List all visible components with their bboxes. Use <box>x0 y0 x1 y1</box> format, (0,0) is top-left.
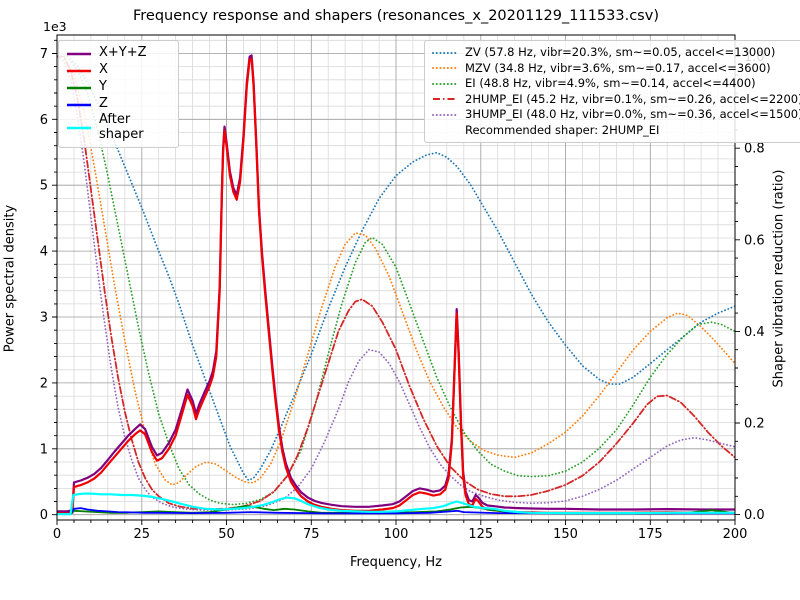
legend-item: MZV (34.8 Hz, vibr=3.6%, sm~=0.17, accel… <box>432 61 800 77</box>
y-right-tick-label: 0.6 <box>744 233 765 248</box>
legend-line-swatch <box>432 67 458 70</box>
legend-label: EI (48.8 Hz, vibr=4.9%, sm~=0.14, accel<… <box>465 76 756 91</box>
legend-item: EI (48.8 Hz, vibr=4.9%, sm~=0.14, accel<… <box>432 76 800 92</box>
legend-swatch <box>66 49 92 59</box>
y-left-tick-label: 4 <box>40 245 48 260</box>
x-tick-label: 175 <box>638 527 663 542</box>
x-tick-label: 150 <box>553 527 578 542</box>
legend-line-swatch <box>432 82 458 85</box>
x-tick-label: 75 <box>303 527 320 542</box>
legend-line-swatch <box>432 51 458 54</box>
y-left-tick-label: 7 <box>40 47 48 62</box>
x-tick-label: 25 <box>133 527 150 542</box>
legend-label: X+Y+Z <box>99 45 147 61</box>
y-axis-offset-text: 1e3 <box>43 19 67 34</box>
legend-label: X <box>99 62 108 78</box>
legend-item: Z <box>66 96 170 113</box>
legend-label: ZV (57.8 Hz, vibr=20.3%, sm~=0.05, accel… <box>465 45 776 60</box>
legend-item: X <box>66 62 170 79</box>
x-axis-label: Frequency, Hz <box>349 555 443 570</box>
legend-line-swatch <box>67 86 91 89</box>
legend-item: ZV (57.8 Hz, vibr=20.3%, sm~=0.05, accel… <box>432 45 800 61</box>
y-right-tick-label: 0.4 <box>744 325 765 340</box>
legend-item: 2HUMP_EI (45.2 Hz, vibr=0.1%, sm~=0.26, … <box>432 92 800 108</box>
legend-item: After shaper <box>66 112 170 143</box>
legend-item: 3HUMP_EI (48.0 Hz, vibr=0.0%, sm~=0.36, … <box>432 107 800 123</box>
series-x-curve <box>57 57 735 515</box>
axis-ticks <box>52 39 740 525</box>
y-left-tick-label: 3 <box>40 311 48 326</box>
legend-label: MZV (34.8 Hz, vibr=3.6%, sm~=0.17, accel… <box>465 60 771 75</box>
legend-swatch <box>432 48 458 58</box>
legend-swatch <box>432 94 458 104</box>
legend-line-swatch <box>67 103 91 106</box>
legend-label: Z <box>99 96 108 112</box>
legend-line-swatch <box>432 113 458 116</box>
series-2hump_ei-curve <box>57 55 735 510</box>
legend-label: After shaper <box>99 112 144 142</box>
legend-label: 2HUMP_EI (45.2 Hz, vibr=0.1%, sm~=0.26, … <box>465 91 800 106</box>
legend-item: Y <box>66 79 170 96</box>
y-axis-label-left: Power spectral density <box>2 204 18 353</box>
legend-label: Y <box>99 79 107 95</box>
x-tick-label: 125 <box>468 527 493 542</box>
legend-swatch <box>66 123 92 133</box>
legend-swatch <box>432 63 458 73</box>
legend-psd: X+Y+Z X Y Z After shaper <box>58 40 179 148</box>
legend-recommendation: Recommended shaper: 2HUMP_EI <box>432 123 800 139</box>
legend-item: X+Y+Z <box>66 45 170 62</box>
x-tick-label: 0 <box>53 527 61 542</box>
legend-swatch <box>66 83 92 93</box>
legend-swatch <box>66 100 92 110</box>
y-right-tick-label: 0.0 <box>744 508 765 523</box>
series-z-curve <box>57 507 735 515</box>
series-zv-curve <box>57 55 735 482</box>
y-left-tick-label: 2 <box>40 376 48 391</box>
legend-label: 3HUMP_EI (48.0 Hz, vibr=0.0%, sm~=0.36, … <box>465 107 800 122</box>
legend-swatch <box>432 79 458 89</box>
legend-swatch <box>432 110 458 120</box>
y-right-tick-label: 0.2 <box>744 417 765 432</box>
y-left-tick-label: 5 <box>40 179 48 194</box>
series-ei-curve <box>57 55 735 506</box>
legend-line-swatch <box>67 52 91 55</box>
legend-swatch <box>66 66 92 76</box>
legend-label: Recommended shaper: 2HUMP_EI <box>465 122 660 137</box>
x-tick-label: 100 <box>384 527 409 542</box>
y-left-tick-label: 1 <box>40 442 48 457</box>
y-left-tick-label: 6 <box>40 113 48 128</box>
series-after_shaper-curve <box>57 492 735 516</box>
legend-line-swatch <box>67 69 91 72</box>
x-tick-label: 50 <box>218 527 235 542</box>
legend-line-swatch <box>67 126 91 130</box>
y-axis-label-right: Shaper vibration reduction (ratio) <box>771 169 787 388</box>
y-left-tick-label: 0 <box>40 508 48 523</box>
legend-line-swatch <box>433 98 457 101</box>
y-right-tick-label: 0.8 <box>744 142 765 157</box>
x-tick-label: 200 <box>723 527 748 542</box>
legend-shapers: ZV (57.8 Hz, vibr=20.3%, sm~=0.05, accel… <box>424 40 800 143</box>
chart-title: Frequency response and shapers (resonanc… <box>133 8 659 24</box>
